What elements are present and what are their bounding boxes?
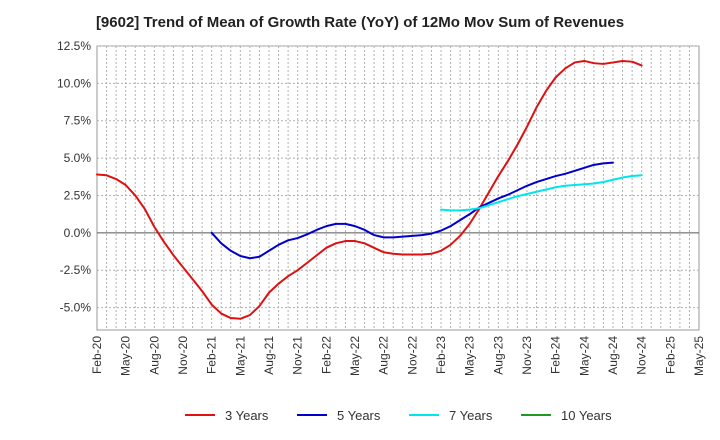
x-tick-label: Feb-20	[90, 336, 104, 374]
y-tick-label: 5.0%	[64, 151, 92, 165]
x-tick-label: Feb-23	[434, 336, 448, 374]
y-tick-label: -2.5%	[60, 263, 92, 277]
x-tick-label: May-25	[692, 336, 706, 376]
x-tick-label: May-24	[577, 336, 591, 376]
y-tick-label: -5.0%	[60, 301, 92, 315]
chart-title: [9602] Trend of Mean of Growth Rate (YoY…	[95, 14, 625, 31]
legend-label: 5 Years	[337, 408, 381, 423]
x-tick-label: Nov-22	[405, 336, 419, 375]
y-tick-label: 2.5%	[64, 188, 92, 202]
x-tick-label: Feb-22	[319, 336, 333, 374]
x-tick-label: Feb-24	[549, 336, 563, 374]
x-tick-label: Aug-21	[262, 336, 276, 375]
x-tick-label: Aug-23	[491, 336, 505, 375]
x-tick-label: Nov-20	[176, 336, 190, 375]
x-tick-label: May-20	[119, 336, 133, 376]
x-tick-label: Aug-20	[147, 336, 161, 375]
y-tick-label: 0.0%	[64, 226, 92, 240]
x-tick-label: Feb-25	[663, 336, 677, 374]
x-tick-label: Aug-24	[606, 336, 620, 375]
y-tick-label: 10.0%	[57, 76, 91, 90]
x-tick-label: Nov-23	[520, 336, 534, 375]
x-tick-label: Aug-22	[377, 336, 391, 375]
plot-area	[96, 45, 700, 331]
legend-label: 10 Years	[561, 408, 612, 423]
series-line-5-years	[210, 161, 614, 260]
legend-label: 3 Years	[225, 408, 269, 423]
x-tick-label: Feb-21	[205, 336, 219, 374]
x-tick-label: Nov-24	[635, 336, 649, 375]
y-tick-label: 12.5%	[57, 39, 91, 53]
x-tick-label: May-21	[233, 336, 247, 376]
series-line-3-years	[96, 59, 643, 320]
y-tick-label: 7.5%	[64, 114, 92, 128]
series-line-7-years	[440, 174, 643, 212]
x-tick-label: May-23	[463, 336, 477, 376]
x-tick-label: May-22	[348, 336, 362, 376]
x-tick-label: Nov-21	[291, 336, 305, 375]
legend-label: 7 Years	[449, 408, 493, 423]
